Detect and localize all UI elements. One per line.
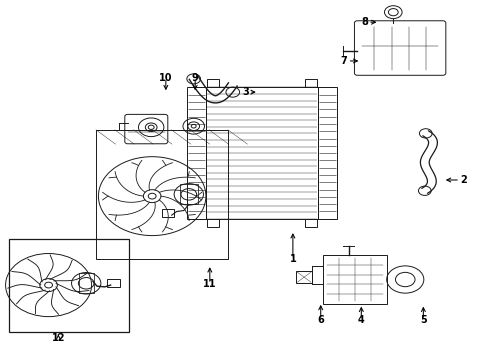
Text: 7: 7	[341, 56, 347, 66]
Text: 12: 12	[51, 333, 65, 343]
Bar	[96, 130, 228, 259]
Bar	[206, 87, 318, 220]
Bar	[79, 273, 94, 293]
Bar	[318, 87, 337, 220]
Bar	[187, 87, 206, 220]
Bar	[107, 279, 121, 287]
Bar	[296, 271, 312, 283]
Bar	[9, 239, 129, 332]
Text: 8: 8	[361, 17, 368, 27]
Bar	[305, 220, 317, 227]
Bar	[162, 209, 174, 217]
Bar	[207, 79, 219, 87]
Text: 4: 4	[358, 315, 365, 325]
Text: 5: 5	[420, 315, 427, 325]
Text: 2: 2	[460, 175, 467, 185]
Bar	[305, 79, 317, 87]
Text: 1: 1	[290, 254, 296, 264]
Text: 9: 9	[192, 73, 198, 83]
Bar	[323, 255, 387, 304]
Text: 3: 3	[242, 87, 249, 97]
Text: 10: 10	[159, 73, 172, 83]
Text: 6: 6	[318, 315, 324, 325]
Bar	[180, 184, 197, 204]
Text: 11: 11	[203, 279, 217, 289]
Bar	[207, 220, 219, 227]
